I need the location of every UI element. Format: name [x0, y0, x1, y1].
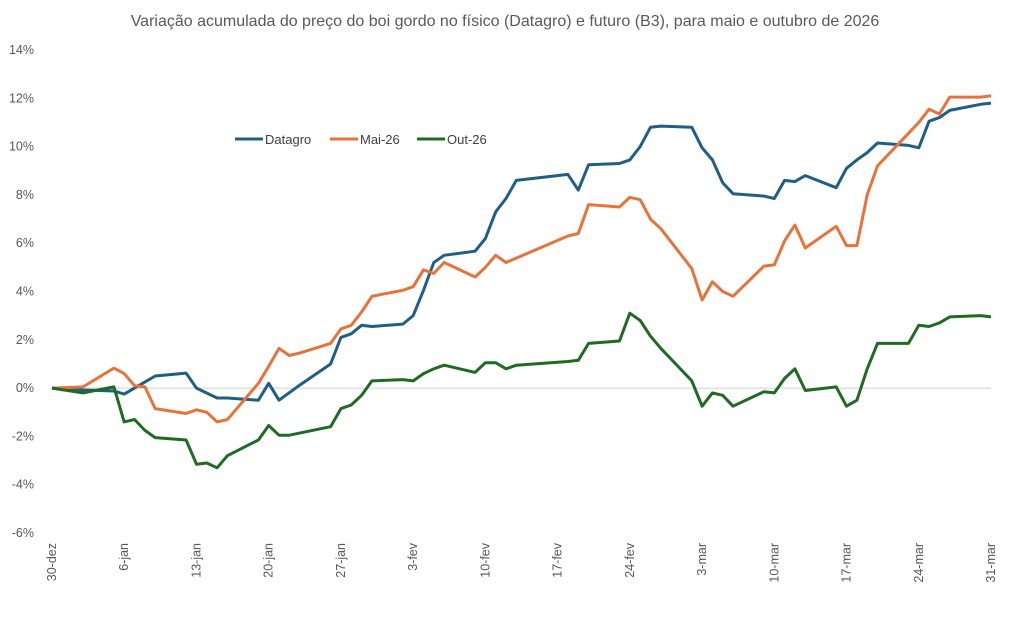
x-tick-label: 27-jan: [334, 543, 348, 578]
x-tick-label: 13-jan: [189, 543, 203, 578]
series-line-out-26: [51, 311, 992, 470]
y-tick-label: 4%: [16, 285, 34, 299]
x-tick-label: 30-dez: [45, 543, 59, 581]
x-tick-label: 31-mar: [984, 543, 998, 583]
y-tick-label: -4%: [12, 478, 34, 492]
x-tick-label: 24-fev: [623, 542, 637, 577]
y-tick-label: 10%: [9, 140, 34, 154]
x-tick-label: 3-mar: [695, 543, 709, 576]
chart-title: Variação acumulada do preço do boi gordo…: [131, 13, 880, 30]
x-axis: 30-dez 6-jan 13-jan 20-jan 27-jan 3-fev 10-fev…: [45, 542, 998, 582]
legend-label: Out-26: [447, 132, 487, 147]
legend-label: Mai-26: [360, 132, 400, 147]
x-tick-label: 6-jan: [117, 543, 131, 571]
series-line-mai-26: [51, 94, 992, 424]
series-line-datagro: [51, 101, 992, 402]
y-tick-label: 2%: [16, 333, 34, 347]
x-tick-label: 24-mar: [912, 543, 926, 583]
x-tick-label: 10-fev: [478, 542, 492, 577]
legend: Datagro Mai-26 Out-26: [235, 132, 487, 147]
x-tick-label: 10-mar: [767, 543, 781, 583]
y-axis: -6% -4% -2% 0% 2% 4% 6% 8% 10% 12% 14%: [9, 43, 34, 540]
series-lines: [51, 94, 992, 470]
x-tick-label: 17-mar: [840, 543, 854, 583]
y-tick-label: 0%: [16, 381, 34, 395]
y-tick-label: 6%: [16, 236, 34, 250]
y-tick-label: -2%: [12, 429, 34, 443]
y-tick-label: -6%: [12, 526, 34, 540]
y-tick-label: 14%: [9, 43, 34, 57]
y-tick-label: 12%: [9, 91, 34, 105]
x-tick-label: 20-jan: [262, 543, 276, 578]
x-tick-label: 3-fev: [406, 542, 420, 571]
y-tick-label: 8%: [16, 188, 34, 202]
legend-label: Datagro: [265, 132, 311, 147]
x-tick-label: 17-fev: [551, 542, 565, 577]
